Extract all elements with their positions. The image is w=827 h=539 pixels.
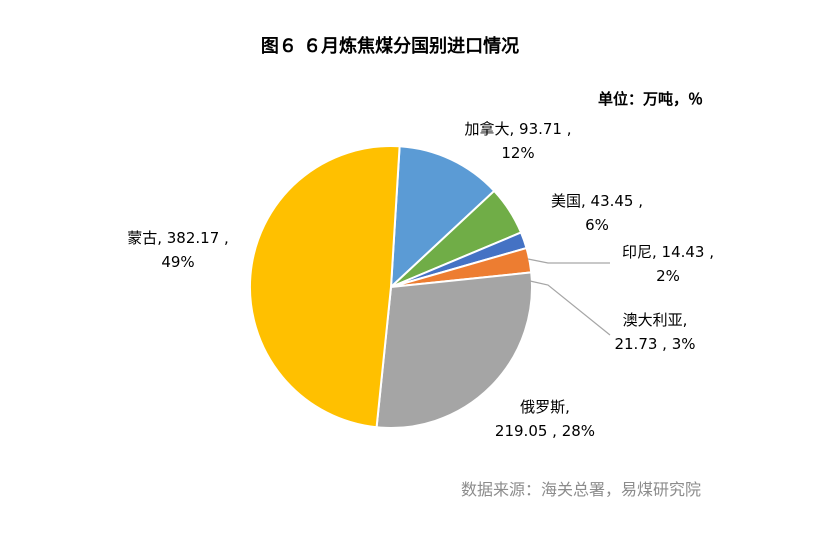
pie-slice-5 [375,271,533,429]
chart-title: 图６ ６月炼焦煤分国别进口情况 [260,36,520,57]
slice-label-5-line2: 219.05 , 28% [495,422,595,440]
slice-label-6-line1: 蒙古, 382.17 , [127,229,229,247]
slice-label-5-line1: 俄罗斯, [520,398,570,416]
slice-label-3-line1: 印尼, 14.43 , [622,243,714,261]
leader-lines [527,258,611,336]
slice-label-6-line2: 49% [161,253,194,271]
slice-label-2-line2: 6% [585,216,609,234]
data-source: 数据来源：海关总署，易煤研究院 [461,480,702,499]
slice-label-4-line2: 21.73 , 3% [614,335,695,353]
leader-line-3 [527,258,610,264]
slice-label-1-line2: 12% [501,144,534,162]
unit-label: 单位：万吨，％ [598,90,704,108]
pie-slice-6 [248,144,401,429]
slice-labels: 加拿大, 93.71 , 12% 美国, 43.45 , 6% 印尼, 14.43 , 2… [127,120,714,440]
pie-slice-1 [389,145,496,290]
slice-label-3-line2: 2% [656,267,680,285]
slice-label-2-line1: 美国, 43.45 , [551,192,643,210]
leader-line-4 [529,280,611,336]
slice-label-4-line1: 澳大利亚, [623,311,688,329]
pie-slices [248,144,533,429]
slice-label-1-line1: 加拿大, 93.71 , [464,120,571,138]
